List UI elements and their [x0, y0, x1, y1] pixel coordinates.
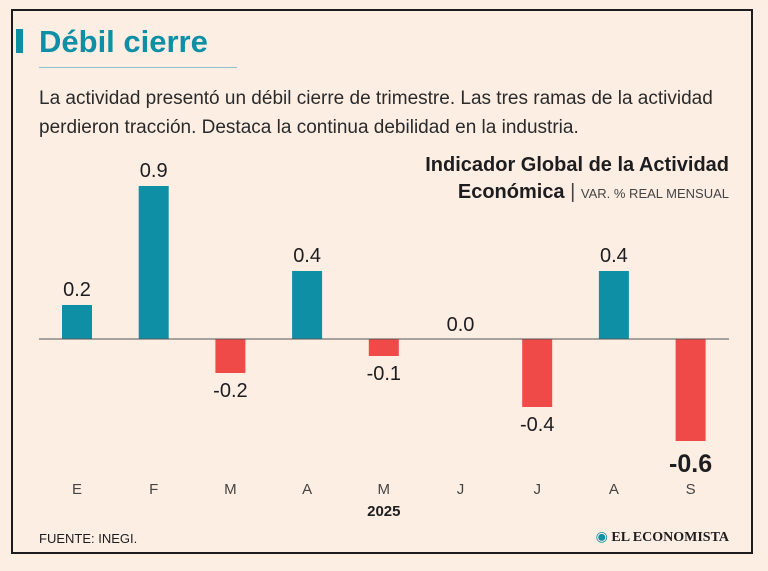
data-label-3: -0.2 [213, 380, 247, 402]
chart-unit: VAR. % REAL MENSUAL [580, 186, 729, 201]
bar-5 [368, 339, 399, 356]
chart-frame [11, 9, 753, 554]
x-axis-label: 2025 [367, 503, 400, 520]
bar-8 [598, 271, 629, 339]
data-label-8: 0.4 [600, 245, 628, 267]
x-tick-label-4: A [302, 481, 312, 498]
bar-9 [675, 339, 706, 441]
data-label-9: -0.6 [669, 450, 712, 478]
chart-title-line2: Económica [457, 181, 565, 203]
globe-icon: ◉ [595, 530, 608, 545]
page-subtitle: La actividad presentó un débil cierre de… [39, 88, 713, 138]
x-tick-label-5: M [378, 481, 391, 498]
x-tick-label-6: J [457, 481, 465, 498]
x-tick-label-9: S [686, 481, 696, 498]
page-title: Débil cierre [39, 24, 208, 59]
bar-7 [522, 339, 553, 407]
bar-3 [215, 339, 246, 373]
data-label-5: -0.1 [367, 363, 401, 385]
brand-name: EL ECONOMISTA [611, 530, 729, 545]
x-tick-label-8: A [609, 481, 619, 498]
bar-4 [292, 271, 323, 339]
x-tick-label-3: M [224, 481, 237, 498]
bar-2 [138, 186, 169, 339]
data-label-7: -0.4 [520, 414, 554, 436]
title-underline [39, 67, 237, 68]
chart-title: Indicador Global de la Actividad Económi… [425, 152, 729, 207]
brand: ◉ EL ECONOMISTA [596, 529, 729, 546]
title-accent-bar [16, 29, 23, 53]
source-note: FUENTE: INEGI. [39, 531, 138, 546]
data-label-2: 0.9 [140, 160, 168, 182]
bar-1 [62, 305, 92, 339]
x-tick-label-7: J [533, 481, 541, 498]
x-tick-label-2: F [149, 481, 158, 498]
x-tick-label-1: E [72, 481, 82, 498]
chart-title-line1: Indicador Global de la Actividad [425, 154, 729, 176]
data-label-1: 0.2 [63, 279, 91, 301]
data-label-6: 0.0 [447, 314, 475, 336]
chart-title-separator: | [570, 181, 576, 203]
data-label-4: 0.4 [293, 245, 321, 267]
